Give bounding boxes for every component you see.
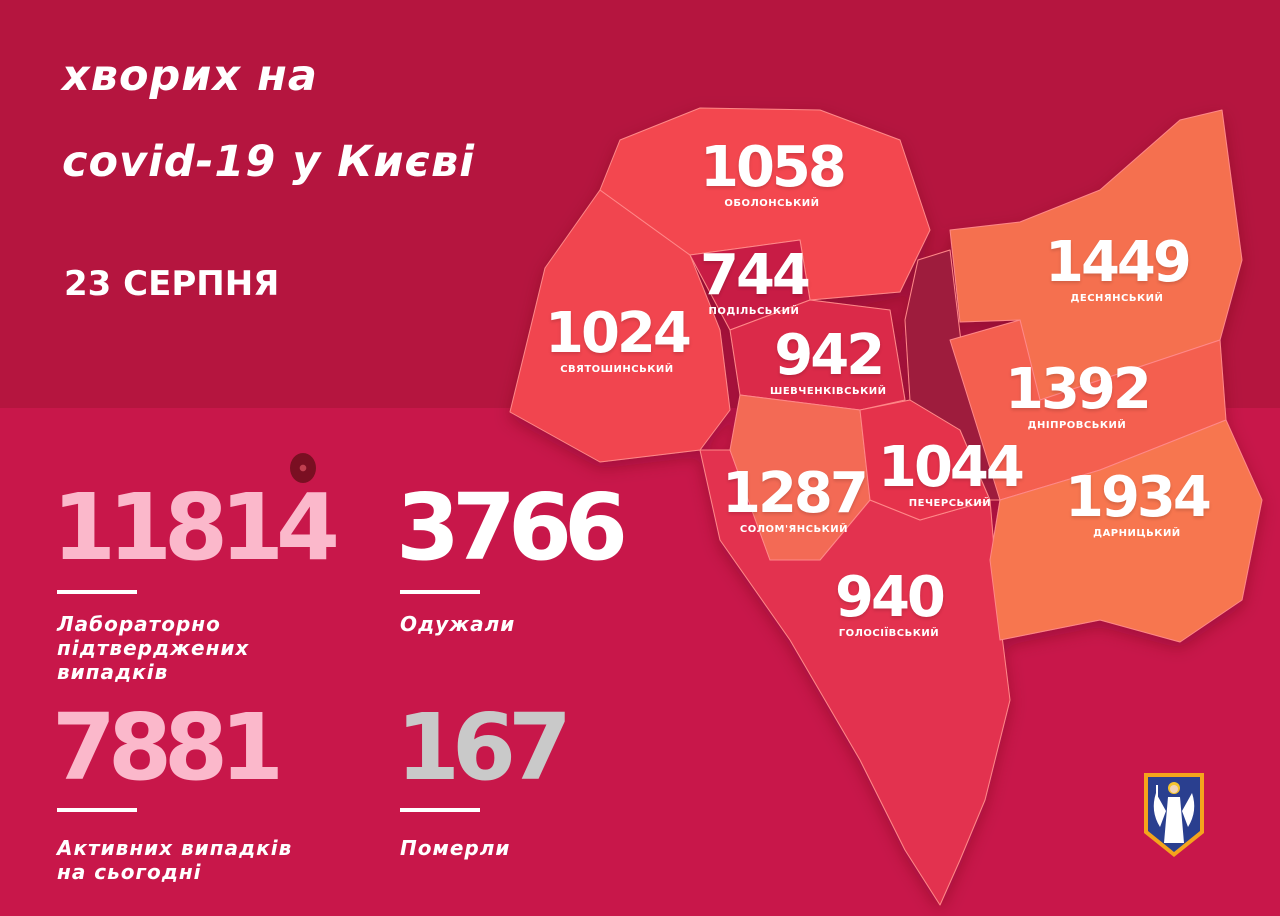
- district-count: 1392: [1005, 357, 1152, 422]
- district-label: ДЕСНЯНСЬКИЙ: [1070, 293, 1164, 304]
- district-label: ПЕЧЕРСЬКИЙ: [908, 498, 992, 509]
- district-count: 940: [835, 565, 946, 630]
- deaths-count: 167: [396, 694, 572, 801]
- divider: [57, 808, 137, 812]
- district-desnianskyi[interactable]: [949, 109, 1243, 401]
- divider: [400, 808, 480, 812]
- district-count: 1058: [700, 135, 847, 200]
- district-podilskyi-label: 744 ПОДІЛЬСЬКИЙ: [700, 243, 811, 318]
- confirmed-label: Лабораторно підтверджених випадків: [57, 612, 249, 684]
- district-label: ДНІПРОВСЬКИЙ: [1027, 420, 1127, 431]
- district-label: СОЛОМ'ЯНСЬКИЙ: [739, 524, 848, 535]
- district-count: 1934: [1065, 465, 1212, 530]
- district-count: 1449: [1045, 230, 1192, 295]
- divider: [400, 590, 480, 594]
- kyiv-coat-of-arms-icon: [1144, 773, 1204, 857]
- district-desnianskyi-label: 1449 ДЕСНЯНСЬКИЙ: [1045, 230, 1192, 305]
- divider: [57, 590, 137, 594]
- district-label: ОБОЛОНСЬКИЙ: [724, 198, 820, 209]
- district-holosiivskyi-label: 940 ГОЛОСІЇВСЬКИЙ: [835, 565, 946, 640]
- district-count: 942: [774, 323, 885, 388]
- district-solomianskyi-label: 1287 СОЛОМ'ЯНСЬКИЙ: [722, 461, 869, 536]
- district-count: 1024: [545, 301, 692, 366]
- title-line-1: хворих на: [62, 51, 318, 101]
- district-label: ГОЛОСІЇВСЬКИЙ: [838, 628, 940, 639]
- confirmed-count: 11814: [52, 474, 340, 581]
- district-count: 1044: [878, 435, 1025, 500]
- district-label: ПОДІЛЬСЬКИЙ: [708, 306, 800, 317]
- district-pecherskyi-label: 1044 ПЕЧЕРСЬКИЙ: [878, 435, 1025, 510]
- label-line: випадків: [57, 660, 169, 684]
- district-obolonskyi[interactable]: [599, 107, 931, 301]
- district-sviatoshynskyi[interactable]: [509, 189, 731, 463]
- active-count: 7881: [52, 694, 284, 801]
- recovered-label: Одужали: [400, 612, 516, 636]
- title-line-2: covid-19 у Києві: [62, 137, 475, 187]
- district-label: СВЯТОШИНСЬКИЙ: [560, 364, 674, 375]
- district-darnytskyi-label: 1934 ДАРНИЦЬКИЙ: [1065, 465, 1212, 540]
- label-line: Активних випадків: [57, 836, 293, 860]
- label-line: Лабораторно: [57, 612, 221, 636]
- district-shevchenkivskyi-label: 942 ШЕВЧЕНКІВСЬКИЙ: [770, 328, 886, 398]
- label-line: на сьогодні: [57, 860, 202, 884]
- report-date: 23 СЕРПНЯ: [64, 264, 280, 304]
- virus-icon: [290, 453, 316, 483]
- active-label: Активних випадків на сьогодні: [57, 836, 292, 884]
- district-sviatoshynskyi-label: 1024 СВЯТОШИНСЬКИЙ: [545, 301, 692, 376]
- district-darnytskyi[interactable]: [989, 419, 1263, 643]
- district-obolonskyi-label: 1058 ОБОЛОНСЬКИЙ: [700, 135, 847, 210]
- label-line: підтверджених: [57, 636, 250, 660]
- district-dniprovskyi-label: 1392 ДНІПРОВСЬКИЙ: [1005, 357, 1152, 432]
- district-count: 1287: [722, 461, 869, 526]
- recovered-count: 3766: [396, 474, 628, 581]
- dnipro-river: [904, 249, 1001, 501]
- district-label: ДАРНИЦЬКИЙ: [1093, 528, 1181, 539]
- deaths-label: Померли: [400, 836, 511, 860]
- district-count: 744: [700, 243, 811, 308]
- district-label: ШЕВЧЕНКІВСЬКИЙ: [770, 386, 887, 397]
